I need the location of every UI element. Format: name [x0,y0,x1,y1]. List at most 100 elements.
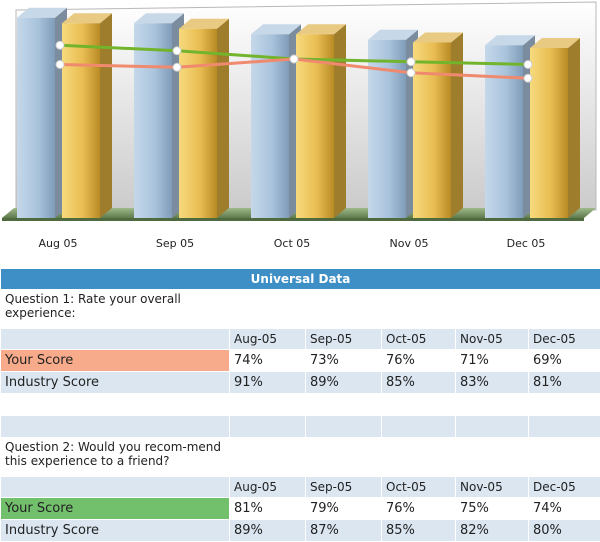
bar-2-nov-05 [413,33,463,219]
month-header: Sep-05 [306,329,382,350]
table-cell [456,416,529,438]
table-cell [382,416,456,438]
table-cell [1,394,230,416]
bar-side [568,38,580,218]
table-cell [306,416,382,438]
table-cell [1,329,230,350]
row-label-industry-score: Industry Score [1,372,230,394]
score-cell: 71% [456,350,529,372]
month-header: Nov-05 [456,477,529,498]
bar-side [100,13,112,218]
bar-side [334,24,346,218]
month-header: Aug-05 [230,329,306,350]
question-1-text: Question 1: Rate your overall experience… [1,290,230,329]
spacer-row [1,416,600,438]
bar-2-sep-05 [179,19,229,218]
bar-front [485,45,523,218]
score-cell: 74% [529,498,600,520]
row-label-your-score: Your Score [1,350,230,372]
table-cell [230,394,306,416]
bar-2-oct-05 [296,24,346,218]
x-tick-label: Oct 05 [274,237,311,250]
chart: Aug 05 Sep 05 Oct 05 Nov 05 Dec 05 [0,0,600,262]
month-header: Dec-05 [529,329,600,350]
table-cell [1,477,230,498]
score-cell: 69% [529,350,600,372]
score-cell: 79% [306,498,382,520]
line-point [56,61,64,69]
score-cell: 85% [382,520,456,542]
question-2-text: Question 2: Would you recom-mend this ex… [1,438,230,477]
line-point [407,58,415,66]
bar-front [17,18,55,218]
x-tick-label: Dec 05 [507,237,546,250]
score-cell: 87% [306,520,382,542]
table-cell [306,394,382,416]
score-cell: 89% [306,372,382,394]
table-row: Your Score 74% 73% 76% 71% 69% [1,350,600,372]
bar-side [451,33,463,219]
score-cell: 76% [382,498,456,520]
table-title: Universal Data [1,269,600,290]
bar-front [413,43,451,219]
table-cell [382,290,456,329]
month-header: Sep-05 [306,477,382,498]
bar-1-sep-05 [134,13,184,218]
score-cell: 89% [230,520,306,542]
line-point [56,41,64,49]
score-cell: 81% [230,498,306,520]
bar-front [134,23,172,218]
spacer-row [1,394,600,416]
table-cell [306,438,382,477]
bar-front [62,23,100,218]
table-cell [529,394,600,416]
bar-1-oct-05 [251,24,301,218]
table-cell [456,438,529,477]
month-header: Aug-05 [230,477,306,498]
table-row: Industry Score 89% 87% 85% 82% 80% [1,520,600,542]
line-point [524,61,532,69]
row-label-your-score: Your Score [1,498,230,520]
bar-2-dec-05 [530,38,580,218]
x-tick-label: Aug 05 [39,237,78,250]
bar-front [179,29,217,218]
bar-front [368,40,406,218]
month-header: Oct-05 [382,329,456,350]
table-row: Your Score 81% 79% 76% 75% 74% [1,498,600,520]
table-cell [529,438,600,477]
x-tick-label: Sep 05 [156,237,194,250]
row-label-industry-score: Industry Score [1,520,230,542]
q2-month-header-row: Aug-05 Sep-05 Oct-05 Nov-05 Dec-05 [1,477,600,498]
score-cell: 81% [529,372,600,394]
score-cell: 83% [456,372,529,394]
table-cell [529,416,600,438]
table-cell [230,290,306,329]
month-header: Nov-05 [456,329,529,350]
score-cell: 85% [382,372,456,394]
table-row: Industry Score 91% 89% 85% 83% 81% [1,372,600,394]
table-cell [382,394,456,416]
month-header: Oct-05 [382,477,456,498]
line-point [290,55,298,63]
score-cell: 80% [529,520,600,542]
universal-data-table: Universal Data Question 1: Rate your ove… [0,268,600,542]
table-cell [230,438,306,477]
line-point [173,47,181,55]
line-point [524,74,532,82]
line-point [173,63,181,71]
table-cell [529,290,600,329]
score-cell: 76% [382,350,456,372]
table-cell [306,290,382,329]
score-cell: 73% [306,350,382,372]
bar-1-aug-05 [17,8,67,218]
chart-canvas: Aug 05 Sep 05 Oct 05 Nov 05 Dec 05 [0,0,600,262]
bar-2-aug-05 [62,13,112,218]
x-tick-label: Nov 05 [390,237,429,250]
score-cell: 75% [456,498,529,520]
score-cell: 74% [230,350,306,372]
data-table-panel: Universal Data Question 1: Rate your ove… [0,268,600,542]
line-point [407,69,415,77]
month-header: Dec-05 [529,477,600,498]
table-cell [456,394,529,416]
bar-front [530,48,568,218]
